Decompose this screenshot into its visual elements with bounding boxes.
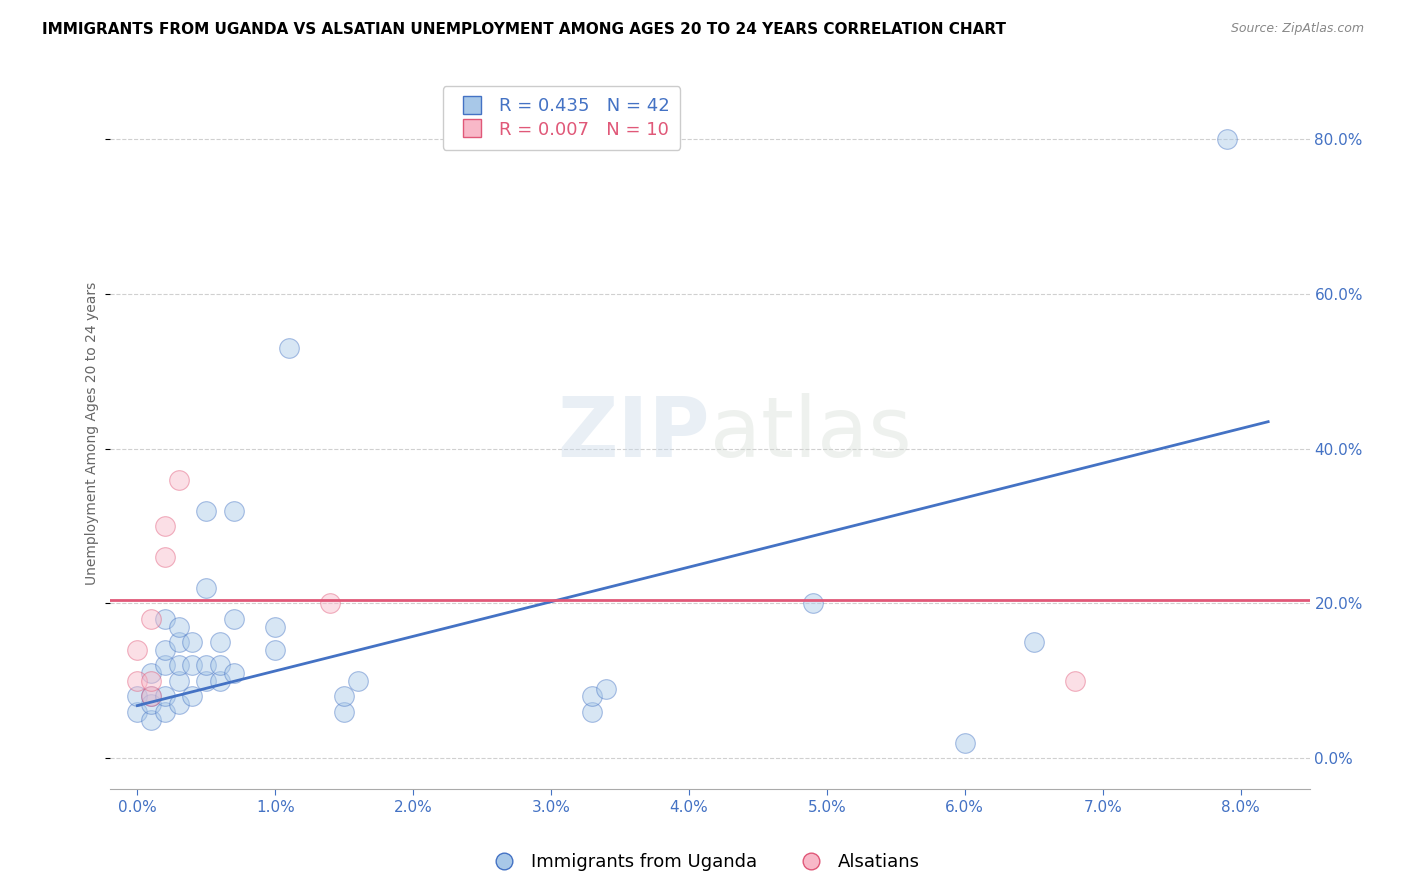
Point bbox=[153, 519, 176, 533]
Point bbox=[153, 550, 176, 565]
Point bbox=[181, 690, 204, 704]
Point bbox=[222, 503, 245, 517]
Point bbox=[581, 705, 603, 719]
Point bbox=[167, 658, 190, 673]
Point bbox=[333, 705, 356, 719]
Point bbox=[181, 635, 204, 649]
Point bbox=[153, 690, 176, 704]
Point bbox=[195, 503, 218, 517]
Point bbox=[139, 713, 162, 727]
Point bbox=[153, 612, 176, 626]
Point bbox=[195, 658, 218, 673]
Point bbox=[127, 690, 149, 704]
Point bbox=[127, 643, 149, 657]
Text: IMMIGRANTS FROM UGANDA VS ALSATIAN UNEMPLOYMENT AMONG AGES 20 TO 24 YEARS CORREL: IMMIGRANTS FROM UGANDA VS ALSATIAN UNEMP… bbox=[42, 22, 1007, 37]
Point bbox=[181, 658, 204, 673]
Point bbox=[139, 690, 162, 704]
Legend: Immigrants from Uganda, Alsatians: Immigrants from Uganda, Alsatians bbox=[478, 847, 928, 879]
Point bbox=[264, 643, 287, 657]
Text: atlas: atlas bbox=[710, 392, 911, 474]
Point bbox=[153, 643, 176, 657]
Point bbox=[195, 673, 218, 688]
Point bbox=[139, 673, 162, 688]
Point bbox=[953, 736, 976, 750]
Legend: R = 0.435   N = 42, R = 0.007   N = 10: R = 0.435 N = 42, R = 0.007 N = 10 bbox=[443, 87, 681, 150]
Point bbox=[209, 635, 232, 649]
Point bbox=[1064, 673, 1087, 688]
Point bbox=[278, 341, 301, 355]
Point bbox=[167, 635, 190, 649]
Point bbox=[127, 673, 149, 688]
Point bbox=[1216, 132, 1239, 146]
Point bbox=[581, 690, 603, 704]
Point bbox=[801, 597, 824, 611]
Point bbox=[167, 697, 190, 711]
Point bbox=[264, 620, 287, 634]
Point bbox=[222, 612, 245, 626]
Point bbox=[209, 673, 232, 688]
Point bbox=[139, 612, 162, 626]
Point bbox=[195, 581, 218, 595]
Y-axis label: Unemployment Among Ages 20 to 24 years: Unemployment Among Ages 20 to 24 years bbox=[86, 282, 100, 585]
Point bbox=[167, 673, 190, 688]
Point bbox=[1022, 635, 1045, 649]
Point bbox=[167, 620, 190, 634]
Point bbox=[139, 697, 162, 711]
Point bbox=[209, 658, 232, 673]
Point bbox=[319, 597, 342, 611]
Point bbox=[347, 673, 370, 688]
Point bbox=[153, 658, 176, 673]
Point bbox=[139, 666, 162, 681]
Point bbox=[222, 666, 245, 681]
Point bbox=[127, 705, 149, 719]
Text: ZIP: ZIP bbox=[557, 392, 710, 474]
Point bbox=[167, 473, 190, 487]
Point bbox=[333, 690, 356, 704]
Point bbox=[153, 705, 176, 719]
Point bbox=[595, 681, 617, 696]
Text: Source: ZipAtlas.com: Source: ZipAtlas.com bbox=[1230, 22, 1364, 36]
Point bbox=[139, 690, 162, 704]
